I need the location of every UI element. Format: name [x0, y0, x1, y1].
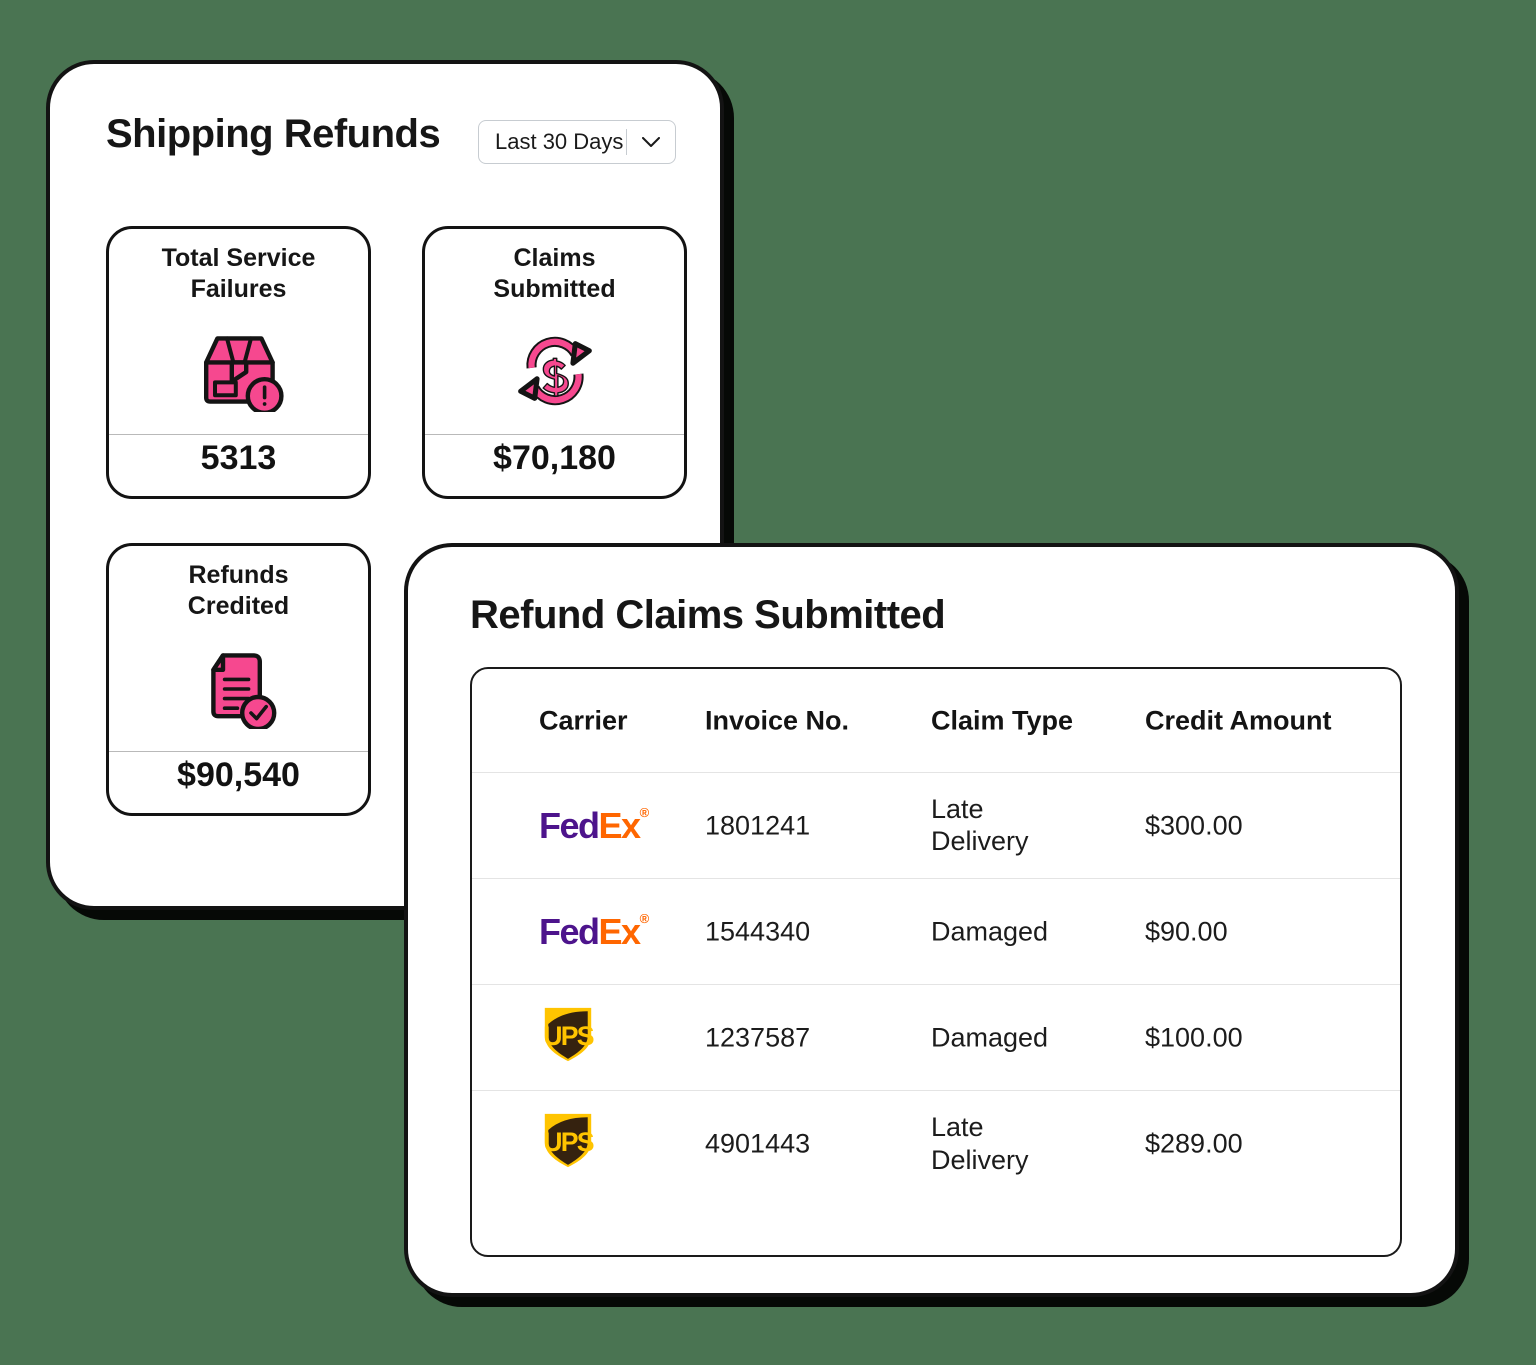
svg-text:UPS: UPS: [543, 1127, 594, 1157]
svg-text:UPS: UPS: [543, 1020, 594, 1050]
